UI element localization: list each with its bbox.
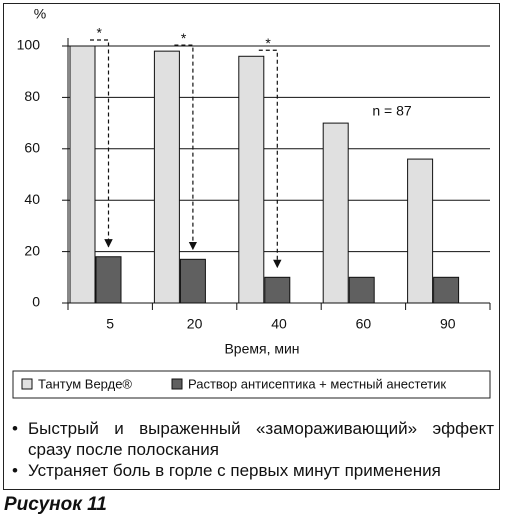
bar	[179, 258, 206, 304]
x-axis-label: Время, мин	[224, 341, 299, 357]
x-tick-label: 90	[440, 316, 456, 332]
bar	[264, 276, 291, 304]
y-tick-label: 60	[24, 140, 40, 156]
legend-label: Раствор антисептика + местный анестетик	[188, 376, 446, 391]
x-tick-label: 5	[106, 316, 114, 332]
bullet-list: Быстрый и выраженный «замораживающий» эф…	[12, 418, 494, 481]
bullet: Устраняет боль в горле с первых минут пр…	[12, 460, 494, 481]
y-tick-label: 100	[17, 37, 41, 53]
legend-box	[12, 370, 491, 399]
significance-marker: *	[265, 35, 271, 51]
significance-marker: *	[181, 30, 187, 46]
y-unit-label: %	[34, 6, 46, 22]
figure-frame	[3, 3, 500, 490]
y-tick-label: 20	[24, 242, 40, 258]
legend-swatch	[171, 378, 183, 390]
significance-arrow	[90, 39, 113, 248]
bar	[69, 45, 96, 304]
bar	[433, 276, 460, 304]
x-tick-label: 40	[271, 316, 287, 332]
y-tick-label: 80	[24, 88, 40, 104]
significance-arrow	[258, 49, 282, 269]
x-tick-label: 20	[187, 316, 203, 332]
bar	[407, 158, 434, 304]
caption: Рисунок 11	[4, 494, 107, 515]
bullet: Быстрый и выраженный «замораживающий» эф…	[12, 418, 494, 460]
bar	[322, 122, 349, 304]
legend-swatch	[21, 378, 33, 390]
bar	[153, 50, 180, 304]
legend-label: Тантум Верде®	[38, 376, 132, 391]
annotation: n = 87	[372, 103, 412, 119]
x-tick-label: 60	[356, 316, 372, 332]
chart: % Время, мин n = 87 0 20 40 60 80 100 5 20 40 60 9…	[12, 6, 491, 399]
bar	[238, 55, 265, 304]
y-tick-label: 0	[32, 294, 40, 310]
bar	[348, 276, 375, 304]
bar	[95, 256, 122, 304]
significance-marker: *	[97, 25, 103, 41]
y-tick-label: 40	[24, 191, 40, 207]
significance-arrow	[174, 44, 198, 251]
